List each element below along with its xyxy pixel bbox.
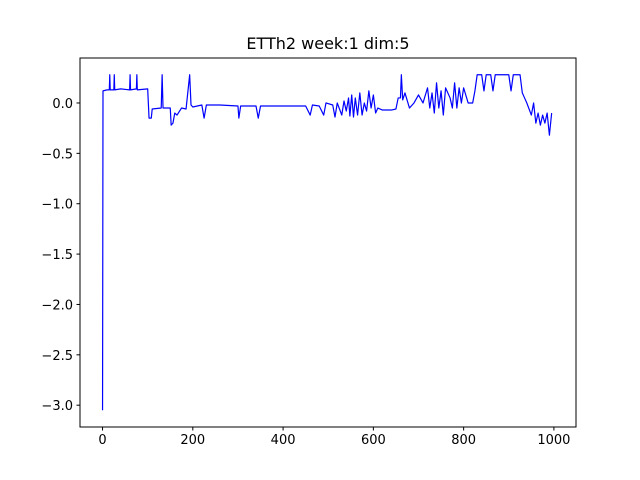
x-tick-label: 800 [451, 433, 476, 448]
y-tick-label: −2.5 [41, 349, 73, 364]
y-tick-label: −3.0 [41, 399, 73, 414]
x-tick-label: 400 [271, 433, 296, 448]
y-tick-label: −1.0 [41, 198, 73, 213]
data-line [101, 74, 553, 411]
x-tick-label: 600 [361, 433, 386, 448]
plot-frame [79, 57, 577, 428]
y-tick-label: 0.0 [52, 97, 73, 112]
y-tick-label: −1.5 [41, 248, 73, 263]
chart-title: ETTh2 week:1 dim:5 [246, 34, 409, 53]
x-tick-label: 200 [180, 433, 205, 448]
y-tick-label: −0.5 [41, 147, 73, 162]
x-tick-label: 0 [98, 433, 106, 448]
x-tick-label: 1000 [537, 433, 570, 448]
y-tick-label: −2.0 [41, 298, 73, 313]
